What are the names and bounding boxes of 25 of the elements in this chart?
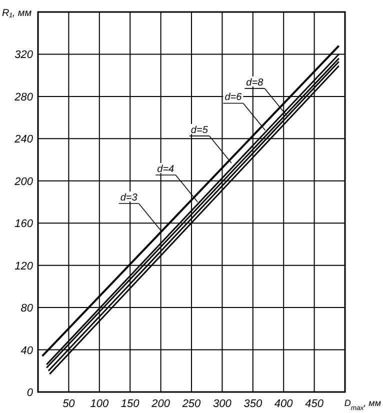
- x-tick-label: 250: [181, 398, 202, 410]
- annotation: d=8: [246, 77, 264, 88]
- y-tick-label: 120: [14, 260, 34, 272]
- y-tick-label: 160: [14, 218, 34, 230]
- y-axis-title: R₁, мм: [2, 8, 32, 19]
- x-axis-title: D$_{max}$, мм: [344, 398, 381, 412]
- y-tick-label: 200: [14, 176, 34, 188]
- x-tick-label: 400: [274, 398, 294, 410]
- x-tick-label: 150: [120, 398, 140, 410]
- x-tick-label: 100: [90, 398, 110, 410]
- x-tick-label: 50: [62, 398, 76, 410]
- annotation: d=3: [120, 192, 138, 204]
- y-tick-label: 40: [20, 344, 34, 357]
- annotation: d=6: [224, 92, 242, 104]
- x-tick-label: 200: [150, 398, 171, 410]
- y-tick-label: 0: [26, 387, 34, 399]
- annotation: d=4: [157, 164, 175, 175]
- y-tick-label: 80: [20, 302, 34, 315]
- y-tick-label: 240: [14, 134, 34, 146]
- y-tick-label: 320: [14, 49, 34, 62]
- annotation: d=5: [190, 124, 208, 136]
- x-tick-label: 450: [305, 398, 324, 410]
- x-tick-label: 350: [244, 398, 263, 410]
- y-tick-label: 280: [14, 91, 34, 104]
- x-tick-label: 300: [213, 398, 232, 410]
